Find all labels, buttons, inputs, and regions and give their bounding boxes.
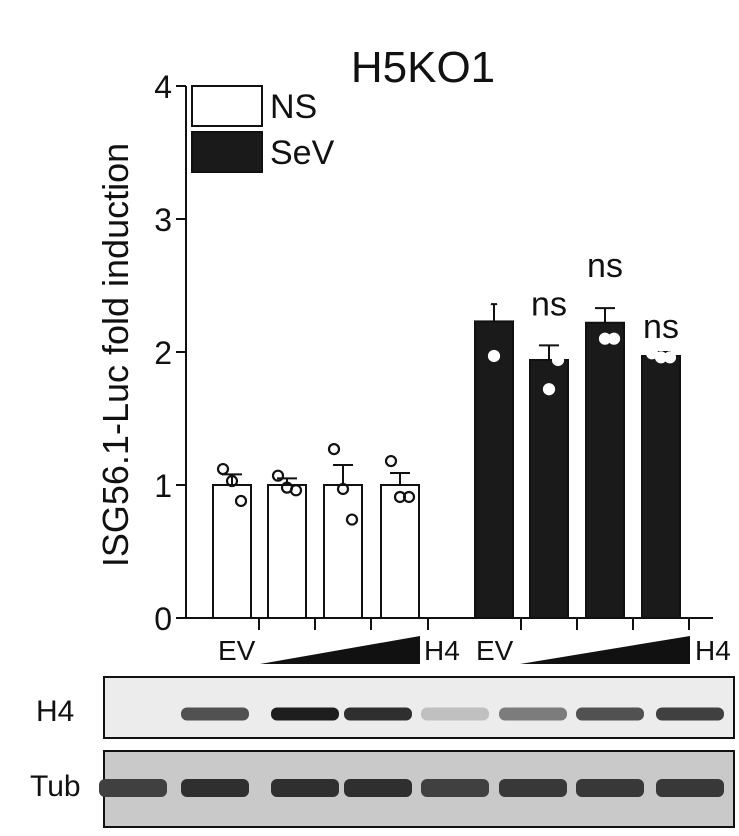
dose-wedge [260, 636, 420, 664]
western-blot [99, 676, 735, 828]
significance-label: ns [531, 285, 567, 323]
y-axis-label: ISG56.1-Luc fold induction [95, 143, 136, 567]
x-label-ev: EV [218, 635, 256, 666]
blot-band [421, 707, 489, 721]
y-tick-label: 2 [154, 335, 172, 371]
data-point [487, 349, 501, 363]
bars [212, 303, 681, 619]
blot-band [271, 779, 339, 797]
bar-ns [323, 484, 363, 619]
data-point [496, 296, 510, 309]
data-point [271, 469, 285, 482]
blot-band [181, 707, 249, 721]
blot-label-tub: Tub [30, 770, 81, 803]
x-label-h4: H4 [695, 635, 731, 666]
y-tick-label: 3 [154, 202, 172, 238]
dose-wedge [520, 636, 690, 664]
legend-label-sev: SeV [270, 134, 335, 172]
data-point [225, 474, 239, 488]
significance-label: ns [587, 247, 623, 285]
data-point [393, 490, 407, 504]
blot-band [499, 779, 567, 797]
y-tick-label: 1 [154, 468, 172, 504]
bar-ns [380, 484, 420, 619]
bar-ns [267, 484, 307, 619]
data-point [551, 353, 565, 367]
blot-band [344, 779, 412, 797]
bar-sev [529, 358, 569, 619]
legend-swatch-sev [191, 131, 263, 173]
legend: NS SeV [191, 85, 335, 173]
bar-ns [212, 484, 252, 619]
data-point [280, 481, 294, 494]
blot-band [576, 707, 644, 721]
y-tick-label: 0 [154, 601, 172, 637]
blot-band [421, 779, 489, 797]
data-point [654, 351, 668, 364]
data-point [216, 462, 230, 476]
bar-sev [585, 321, 625, 619]
data-point [327, 442, 341, 456]
data-point [234, 494, 248, 508]
bar-sev [474, 320, 514, 619]
blot-band [656, 707, 724, 721]
blot-band [344, 707, 412, 721]
data-point [478, 296, 492, 309]
blot-band [99, 779, 167, 797]
blot-band [271, 707, 339, 721]
data-points [216, 284, 677, 526]
data-point [345, 513, 359, 526]
x-axis-labels: EV H4 EV H4 [218, 635, 731, 666]
data-point [384, 454, 398, 468]
x-label-h4: H4 [424, 635, 460, 666]
significance-label: ns [643, 308, 679, 346]
blot-band [576, 779, 644, 797]
blot-band [181, 779, 249, 797]
data-point [542, 383, 556, 396]
chart-title: H5KO1 [351, 43, 495, 92]
legend-swatch-ns [191, 85, 263, 127]
blot-label-h4: H4 [36, 695, 75, 728]
legend-label-ns: NS [270, 88, 317, 126]
data-point [589, 284, 603, 297]
data-point [598, 332, 612, 345]
bar-sev [641, 354, 681, 619]
y-tick-label: 4 [154, 69, 172, 105]
data-point [336, 482, 350, 496]
x-label-ev: EV [476, 635, 514, 666]
data-point [533, 323, 547, 336]
blot-band [499, 707, 567, 721]
blot-band [656, 779, 724, 797]
